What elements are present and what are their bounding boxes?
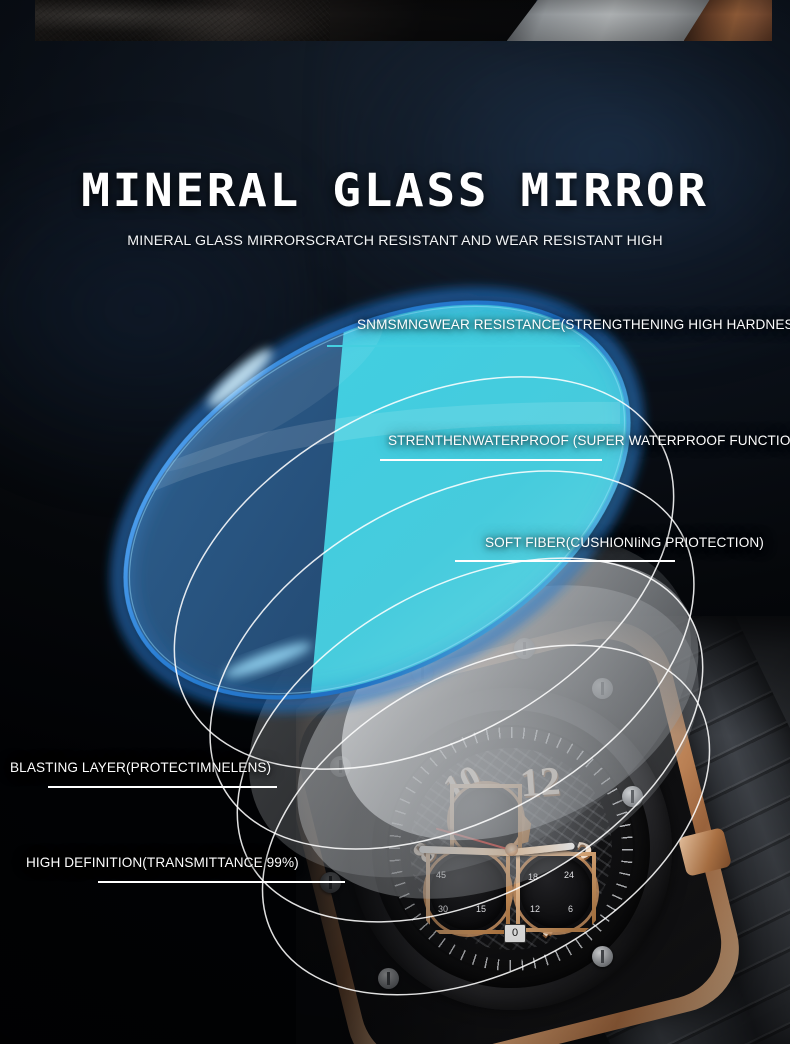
- callout-label-waterproof: STRENTHENWATERPROOF (SUPER WATERPROOF FU…: [388, 433, 790, 448]
- glass-disc-specular-bottom: [224, 642, 312, 678]
- callout-label-soft-fiber: SOFT FIBER(CUSHIONIiNG PRIOTECTION): [485, 535, 764, 550]
- callout-label-blasting-layer: BLASTING LAYER(PROTECTIMNELENS): [10, 760, 272, 775]
- glass-disc-rim: [123, 300, 631, 700]
- glass-disc-highlight-streak: [150, 401, 620, 492]
- glass-disc-glow: [109, 286, 645, 714]
- glass-disc-rim-inner: [128, 305, 626, 695]
- layer-outline-3: [236, 557, 704, 923]
- callout-underlines: [48, 344, 675, 884]
- layer-outline-1: [173, 376, 675, 770]
- glass-disc-specular-top: [208, 349, 272, 407]
- layer-outline-4: [261, 644, 711, 996]
- callout-label-high-definition: HIGH DEFINITION(TRANSMITTANCE 99%): [26, 855, 299, 870]
- callout-label-wear-resistance: SNMSMNGWEAR RESISTANCE(STRENGTHENING HIG…: [357, 317, 790, 332]
